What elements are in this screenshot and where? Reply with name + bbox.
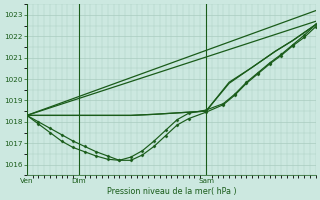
- X-axis label: Pression niveau de la mer( hPa ): Pression niveau de la mer( hPa ): [107, 187, 236, 196]
